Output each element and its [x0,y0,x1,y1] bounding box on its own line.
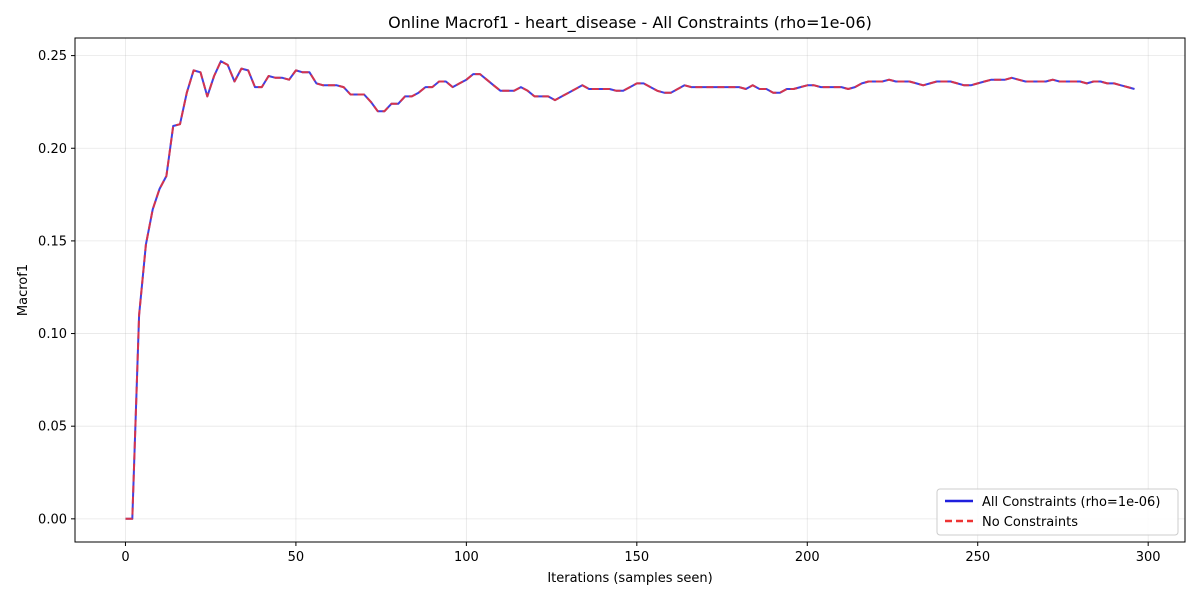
y-tick-label: 0.05 [38,420,67,435]
x-axis-label: Iterations (samples seen) [547,571,712,586]
x-tick-label: 100 [454,550,479,565]
y-tick-label: 0.25 [38,49,67,64]
x-tick-label: 0 [121,550,129,565]
plot-area-frame [74,37,1186,543]
x-axis-ticks: 0 50 100 150 200 250 300 [121,542,1161,565]
x-tick-label: 50 [288,550,305,565]
grid-lines [75,38,1185,542]
y-axis-ticks: 0.00 0.05 0.10 0.15 0.20 0.25 [38,49,75,527]
legend-entry-all-constraints: All Constraints (rho=1e-06) [982,495,1160,510]
legend: All Constraints (rho=1e-06) No Constrain… [936,488,1179,536]
x-tick-label: 200 [795,550,820,565]
legend-entry-no-constraints: No Constraints [982,515,1078,530]
x-tick-label: 250 [965,550,990,565]
x-tick-label: 300 [1136,550,1161,565]
series-lines [125,60,1135,520]
series-line-no-constraints [125,60,1135,520]
y-axis-label: Macrof1 [16,264,31,316]
y-tick-label: 0.15 [38,234,67,249]
legend-box [936,488,1179,536]
y-tick-label: 0.00 [38,512,67,527]
x-tick-label: 150 [624,550,649,565]
y-tick-label: 0.10 [38,327,67,342]
y-tick-label: 0.20 [38,142,67,157]
chart-title: Online Macrof1 - heart_disease - All Con… [388,13,872,33]
